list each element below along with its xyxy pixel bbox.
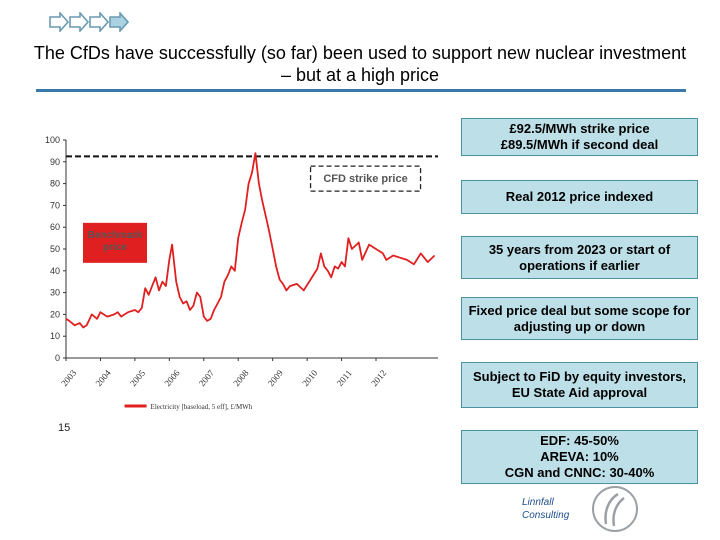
benchmark-label-line: price — [103, 242, 127, 253]
electricity-price-chart: 0 10 20 30 40 50 60 70 80 90 100 2003 2004 2005 2006 20… — [45, 135, 438, 411]
benchmark-label-line: Benchmark — [88, 230, 143, 241]
y-tick-label: 70 — [50, 200, 60, 210]
title-divider — [36, 89, 686, 92]
y-tick-label: 30 — [50, 288, 60, 298]
x-tick-label: 2012 — [369, 368, 388, 388]
x-tick-label: 2007 — [197, 368, 217, 389]
callout-price-indexed: Real 2012 price indexed — [461, 180, 698, 214]
y-tick-label: 60 — [50, 222, 60, 232]
x-tick-label: 2004 — [94, 368, 114, 389]
y-tick-label: 100 — [45, 135, 60, 145]
x-tick-label: 2011 — [335, 368, 354, 388]
y-tick-label: 50 — [50, 244, 60, 254]
electricity-price-line — [65, 152, 436, 329]
y-tick-label: 20 — [50, 309, 60, 319]
y-tick-label: 40 — [50, 266, 60, 276]
slide-title: The CfDs have successfully (so far) been… — [33, 43, 687, 85]
benchmark-label-box — [83, 222, 147, 263]
x-tick-label: 2010 — [300, 368, 320, 389]
linnfall-logo-icon — [592, 486, 638, 532]
callout-equity-shares: EDF: 45-50% AREVA: 10% CGN and CNNC: 30-… — [461, 430, 698, 484]
x-tick-label: 2006 — [162, 368, 182, 389]
y-tick-label: 10 — [50, 331, 60, 341]
logo-text: Linnfall Consulting — [522, 497, 570, 521]
x-tick-label: 2005 — [128, 368, 148, 389]
arrow-chevrons-icon — [49, 12, 130, 32]
callout-contract-duration: 35 years from 2023 or start of operation… — [461, 236, 698, 279]
callout-fid-approval: Subject to FiD by equity investors, EU S… — [461, 362, 698, 408]
callout-strike-price: £92.5/MWh strike price £89.5/MWh if seco… — [461, 118, 698, 156]
y-tick-label: 0 — [55, 353, 60, 363]
y-tick-label: 80 — [50, 179, 60, 189]
legend-label: Electricity [baseload, 5 eff], £/MWh — [151, 403, 253, 411]
page-number: 15 — [58, 422, 71, 434]
callout-fixed-price-deal: Fixed price deal but some scope for adju… — [461, 297, 698, 340]
y-tick-label: 90 — [50, 157, 60, 167]
strike-price-label: CFD strike price — [323, 173, 407, 185]
x-tick-label: 2003 — [59, 368, 79, 389]
x-tick-label: 2009 — [266, 368, 286, 389]
x-tick-label: 2008 — [231, 368, 251, 389]
strike-price-label-box — [309, 165, 422, 192]
